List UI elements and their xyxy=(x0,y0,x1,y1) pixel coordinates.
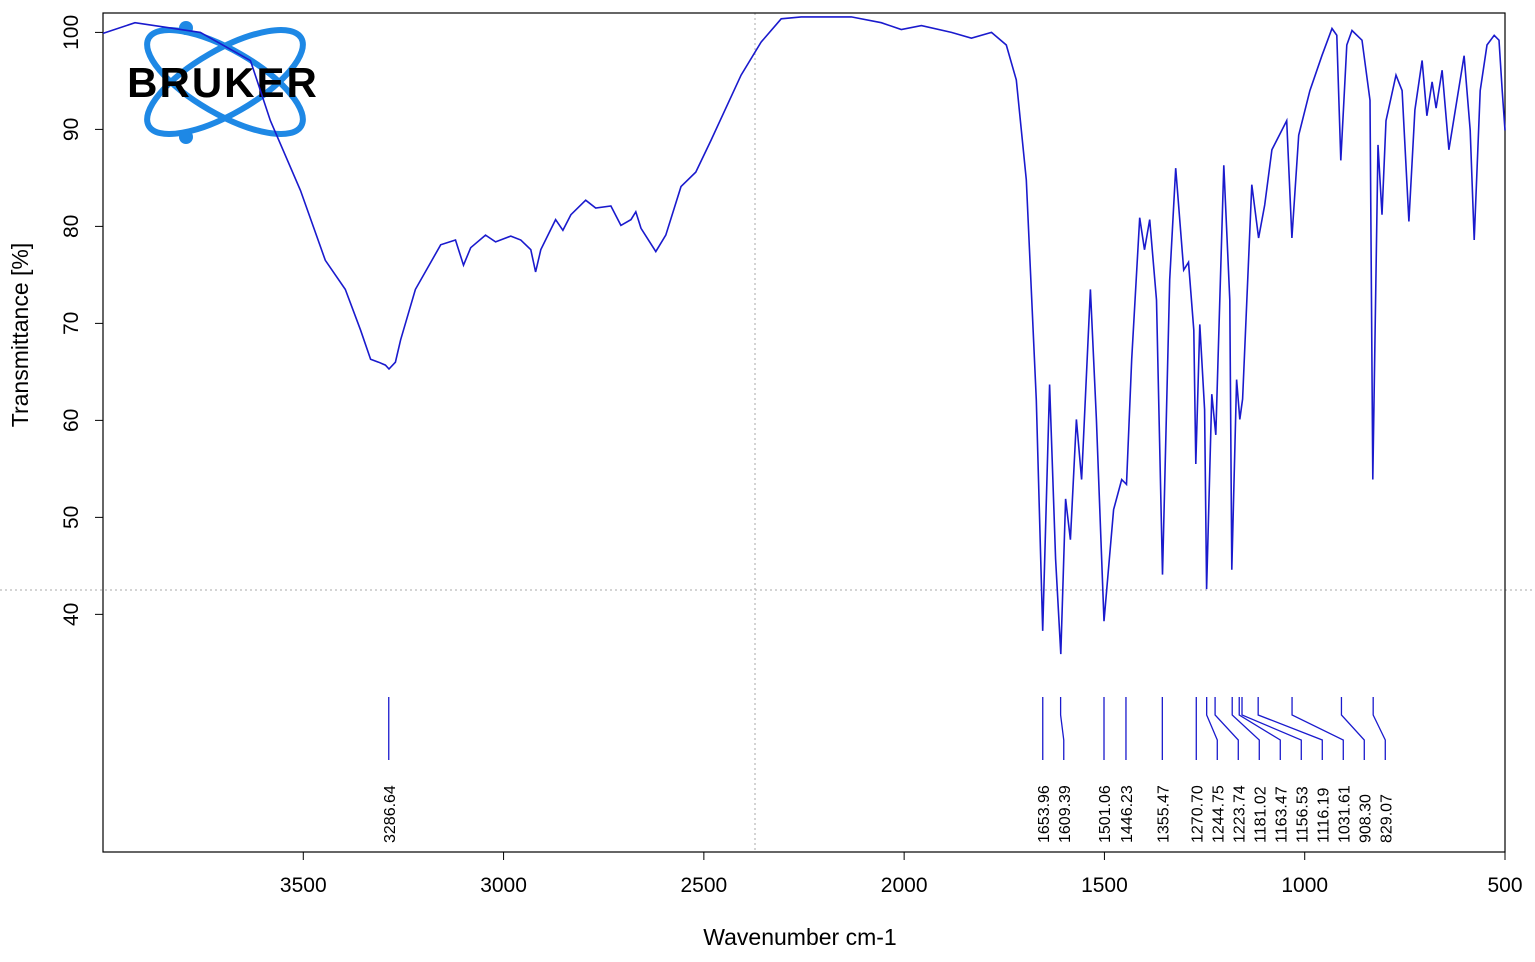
y-tick-label: 50 xyxy=(60,506,83,529)
peak-marker xyxy=(1238,697,1281,760)
peak-label: 829.07 xyxy=(1378,794,1395,843)
peak-marker xyxy=(1257,697,1323,760)
peak-marker xyxy=(1241,697,1302,760)
plot-frame xyxy=(102,12,1506,853)
logo-dot xyxy=(179,21,193,35)
logo-dot xyxy=(179,130,193,144)
y-tick-label: 100 xyxy=(60,15,83,50)
x-tick-label: 2000 xyxy=(881,874,928,897)
y-tick-label: 60 xyxy=(60,409,83,432)
peak-label: 1244.75 xyxy=(1210,785,1227,843)
y-tick-label: 40 xyxy=(60,603,83,626)
logo-orbit xyxy=(144,27,306,137)
peak-label: 1501.06 xyxy=(1097,785,1114,843)
x-tick-label: 1000 xyxy=(1281,874,1328,897)
x-tick-label: 3500 xyxy=(280,874,327,897)
x-tick-label: 3000 xyxy=(480,874,527,897)
logo: BRUKER xyxy=(127,21,319,144)
peak-label: 3286.64 xyxy=(382,785,399,843)
peak-label: 1653.96 xyxy=(1036,785,1053,843)
spectrum-line xyxy=(102,16,1506,655)
peak-marker xyxy=(1059,697,1065,760)
peak-marker xyxy=(1340,697,1365,760)
peak-marker xyxy=(1291,697,1344,760)
x-tick-label: 1500 xyxy=(1081,874,1128,897)
peak-label: 1156.53 xyxy=(1294,786,1311,843)
peak-label: 1181.02 xyxy=(1252,786,1269,843)
x-axis-label: Wavenumber cm-1 xyxy=(703,924,896,950)
peak-label: 1116.19 xyxy=(1315,787,1332,843)
y-axis-label: Transmittance [%] xyxy=(7,243,33,427)
x-tick-label: 500 xyxy=(1487,874,1522,897)
peak-label: 1270.70 xyxy=(1189,785,1206,843)
peak-marker xyxy=(1372,697,1386,760)
y-tick-label: 90 xyxy=(60,118,83,141)
peak-marker xyxy=(1206,697,1218,760)
peak-marker xyxy=(1231,697,1260,760)
peak-label: 1031.61 xyxy=(1336,785,1353,843)
peak-marker xyxy=(1214,697,1239,760)
y-tick-label: 80 xyxy=(60,215,83,238)
peak-label: 1223.74 xyxy=(1231,785,1248,843)
x-tick-label: 2500 xyxy=(680,874,727,897)
peak-label: 908.30 xyxy=(1357,794,1374,843)
peak-label: 1446.23 xyxy=(1119,785,1136,843)
logo-orbit xyxy=(144,27,306,137)
logo-text: BRUKER xyxy=(127,59,319,106)
peak-label: 1609.39 xyxy=(1057,785,1074,843)
peak-label: 1163.47 xyxy=(1273,786,1290,843)
peak-label: 1355.47 xyxy=(1155,785,1172,843)
y-tick-label: 70 xyxy=(60,312,83,335)
